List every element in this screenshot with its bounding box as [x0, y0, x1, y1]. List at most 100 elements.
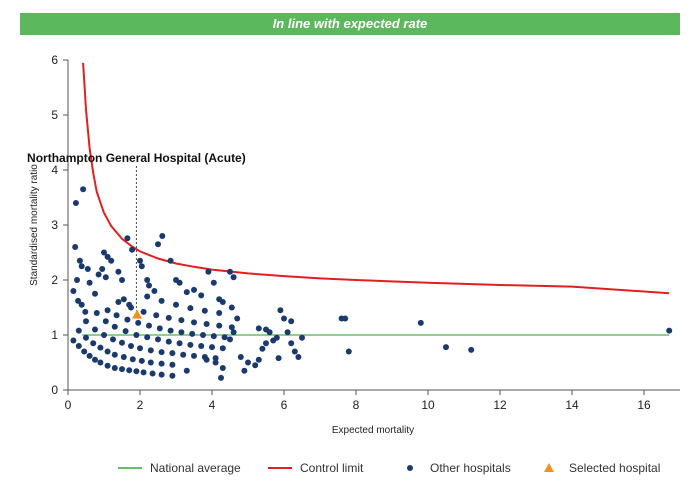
hospital-point: [275, 355, 282, 362]
hospital-point: [78, 263, 85, 270]
hospital-point: [140, 308, 147, 315]
hospital-point: [263, 340, 269, 347]
hospital-point: [200, 332, 206, 338]
hospital-point: [76, 257, 83, 264]
hospital-point: [97, 344, 104, 351]
hospital-point: [230, 274, 237, 281]
hospital-point: [169, 361, 176, 368]
hospital-point: [245, 359, 251, 366]
hospital-point: [158, 371, 165, 378]
hospital-point: [80, 186, 87, 193]
hospital-point: [219, 365, 226, 371]
hospital-point: [288, 340, 295, 347]
hospital-point: [218, 374, 224, 381]
hospital-point: [93, 310, 100, 316]
hospital-point: [201, 354, 208, 360]
hospital-point: [113, 312, 120, 319]
hospital-point: [144, 293, 151, 300]
y-tick-label: 5: [51, 108, 58, 122]
hospital-point: [209, 344, 215, 351]
hospital-point: [237, 354, 244, 360]
hospital-point: [216, 322, 223, 329]
hospital-point: [205, 268, 212, 275]
hospital-point: [120, 354, 127, 360]
hospital-point: [155, 336, 161, 343]
hospital-point: [666, 327, 673, 334]
hospital-point: [241, 367, 248, 374]
hospital-point: [86, 279, 93, 286]
hospital-point: [104, 253, 111, 260]
legend-label-control-limit: Control limit: [300, 461, 364, 475]
hospital-point: [83, 334, 89, 341]
y-tick-label: 3: [51, 218, 58, 232]
x-tick-label: 16: [637, 398, 651, 412]
hospital-point: [140, 369, 147, 376]
hospital-point: [183, 367, 190, 374]
hospital-point: [124, 235, 131, 242]
chart-series: [70, 62, 673, 381]
hospital-point: [104, 348, 111, 355]
hospital-point: [228, 304, 235, 311]
hospital-point: [135, 319, 142, 326]
hospital-point: [189, 330, 196, 337]
x-tick-label: 0: [65, 398, 72, 412]
legend-swatch-selected-hospital: [544, 463, 554, 472]
hospital-point: [75, 297, 82, 304]
hospital-point: [119, 339, 125, 346]
hospital-point: [72, 200, 79, 206]
hospital-point: [138, 263, 145, 270]
hospital-point: [443, 344, 449, 351]
hospital-point: [178, 317, 185, 324]
hospital-point: [201, 307, 208, 314]
hospital-point: [156, 325, 163, 332]
hospital-point: [120, 296, 127, 303]
hospital-point: [468, 346, 475, 353]
hospital-point: [165, 338, 172, 345]
legend-label-national-average: National average: [150, 461, 241, 475]
selected-hospital-annotation: Northampton General Hospital (Acute): [27, 151, 246, 165]
hospital-point: [119, 277, 125, 283]
hospital-point: [90, 340, 97, 347]
hospital-point: [277, 307, 284, 314]
hospital-point: [234, 315, 241, 322]
x-tick-label: 14: [565, 398, 579, 412]
hospital-point: [291, 348, 298, 355]
status-banner: In line with expected rate: [20, 13, 680, 35]
hospital-point: [216, 310, 223, 316]
hospital-point: [147, 347, 154, 354]
hospital-point: [115, 299, 122, 305]
hospital-point: [137, 257, 143, 264]
hospital-point: [203, 321, 210, 327]
hospital-point: [212, 355, 219, 362]
y-tick-label: 2: [51, 273, 58, 287]
hospital-point: [252, 362, 259, 369]
hospital-point: [115, 268, 122, 275]
hospital-point: [124, 316, 131, 323]
hospital-point: [129, 356, 136, 363]
hospital-point: [75, 343, 82, 349]
hospital-point: [146, 282, 152, 289]
hospital-point: [75, 327, 82, 334]
hospital-point: [74, 277, 80, 283]
hospital-point: [259, 345, 266, 352]
hospital-point: [70, 337, 77, 344]
hospital-point: [183, 289, 190, 296]
hospital-point: [95, 271, 102, 278]
hospital-point: [111, 365, 118, 371]
x-tick-label: 2: [137, 398, 144, 412]
hospital-point: [99, 266, 106, 272]
chart-legend: National average Control limit Other hospi…: [118, 461, 660, 475]
hospital-point: [227, 268, 233, 275]
hospital-point: [104, 307, 111, 314]
hospital-point: [101, 249, 107, 256]
hospital-point: [345, 348, 352, 355]
hospital-point: [187, 305, 194, 312]
hospital-point: [169, 350, 176, 357]
hospital-point: [101, 332, 107, 338]
hospital-point: [97, 359, 104, 366]
y-tick-label: 4: [51, 163, 58, 177]
hospital-point: [169, 372, 176, 379]
hospital-point: [81, 348, 88, 355]
hospital-point: [198, 292, 205, 299]
